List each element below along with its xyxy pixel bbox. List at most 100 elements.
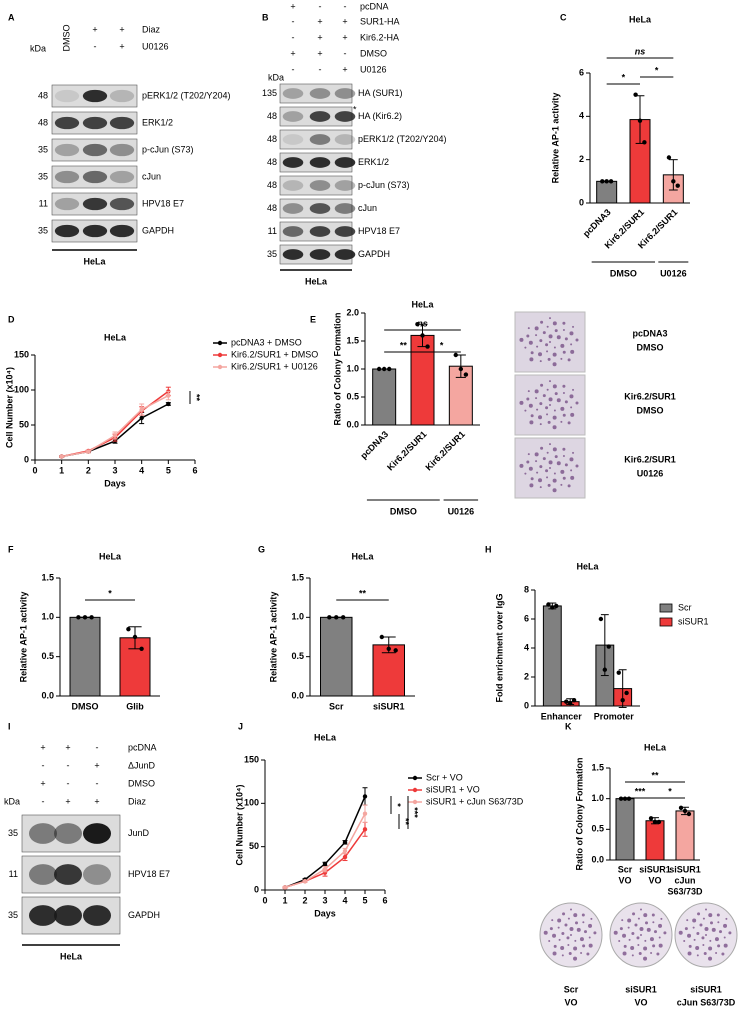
colony: [573, 946, 578, 951]
blot-band: [54, 864, 82, 885]
colony: [539, 465, 543, 469]
colony: [562, 350, 566, 354]
colony: [613, 930, 618, 935]
data-point: [608, 179, 614, 184]
blot-strip: [279, 175, 353, 196]
colony: [526, 397, 530, 401]
colony: [576, 927, 581, 932]
bar: [69, 616, 101, 697]
colony: [579, 937, 584, 942]
y-axis-label: Relative AP-1 activity: [268, 592, 278, 683]
colony: [572, 388, 575, 391]
bar: [542, 605, 562, 707]
colony: [656, 952, 660, 956]
band-label: JunD: [128, 828, 150, 838]
y-tick-label: 4: [579, 111, 584, 121]
blot-band: [82, 89, 108, 103]
colony: [630, 946, 635, 951]
colony: [540, 383, 544, 387]
band-label: cJun: [142, 171, 161, 181]
colony: [560, 946, 565, 951]
data-point: [671, 179, 676, 184]
image-label: cJun S63/73D: [677, 997, 736, 1007]
colony: [562, 912, 566, 916]
colony: [569, 394, 574, 399]
annotation: **: [401, 818, 411, 826]
colony: [622, 951, 627, 956]
colony: [560, 357, 563, 360]
colony: [567, 917, 570, 920]
blot-band: [54, 89, 80, 103]
colony: [652, 944, 656, 948]
data-point: [362, 827, 368, 832]
colony: [567, 484, 571, 488]
blot-band: [54, 197, 80, 211]
panel-letter: C: [560, 12, 567, 22]
kda-marker: 35: [267, 249, 277, 259]
condition-sign: +: [65, 742, 70, 752]
x-tick-label: Glib: [126, 701, 144, 711]
colony: [538, 478, 543, 483]
data-point: [546, 602, 551, 607]
data-point: [139, 407, 144, 412]
colony: [569, 457, 574, 462]
colony: [546, 476, 549, 479]
colony: [524, 472, 527, 475]
data-point: [302, 879, 308, 884]
data-point: [678, 805, 684, 811]
colony: [567, 944, 570, 947]
colony: [723, 923, 728, 928]
colony: [556, 398, 561, 403]
colony: [621, 919, 624, 922]
colony: [619, 927, 623, 931]
colony: [702, 917, 705, 920]
colony: [582, 921, 585, 924]
colony: [528, 466, 533, 471]
condition-sign: +: [317, 32, 322, 42]
colony: [652, 921, 655, 924]
x-tick-label: siSUR1: [669, 864, 701, 874]
blot-band: [282, 203, 304, 214]
y-tick-label: 0.0: [346, 419, 359, 429]
colony: [561, 954, 564, 957]
legend-label: siSUR1 + cJun S63/73D: [426, 796, 524, 806]
significance-label: *: [108, 588, 112, 598]
y-tick-label: 50: [19, 419, 29, 429]
colony: [557, 918, 562, 923]
significance-label: ns: [635, 46, 646, 56]
colony: [573, 956, 578, 961]
condition-sign: +: [342, 64, 347, 74]
colony: [539, 339, 543, 343]
blot-band: [309, 226, 331, 237]
condition-sign: -: [292, 64, 295, 74]
condition-sign: -: [96, 742, 99, 752]
data-point: [550, 605, 555, 610]
colony: [554, 455, 558, 459]
colony: [539, 360, 542, 363]
chart-title: HeLa: [411, 299, 434, 309]
band-label: ERK1/2: [358, 157, 389, 167]
colony: [534, 452, 539, 457]
data-point: [652, 819, 658, 825]
colony: [560, 343, 565, 348]
colony: [570, 934, 572, 936]
band-label: GAPDH: [128, 910, 160, 920]
blot-strip: [279, 83, 353, 104]
legend-label: Kir6.2/SUR1 + DMSO: [231, 349, 318, 359]
colony: [529, 483, 534, 488]
y-tick-label: 100: [14, 384, 29, 394]
data-point: [682, 808, 688, 814]
colony: [529, 357, 534, 362]
kda-label: kDa: [30, 43, 46, 53]
blot-band: [282, 157, 304, 168]
colony: [545, 406, 549, 410]
data-point: [342, 854, 348, 860]
chart-title: HeLa: [644, 742, 667, 752]
annotation: **: [192, 394, 202, 402]
data-point: [686, 811, 692, 817]
band-label: HA (SUR1): [358, 88, 403, 98]
legend-marker: [412, 799, 418, 805]
colony: [552, 488, 557, 493]
data-point: [571, 698, 577, 703]
colony: [536, 345, 539, 348]
